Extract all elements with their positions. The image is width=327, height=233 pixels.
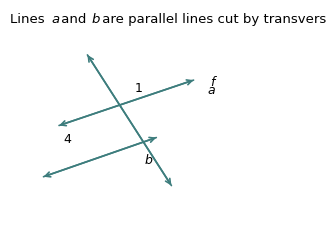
Text: Lines: Lines bbox=[10, 13, 49, 26]
Text: f: f bbox=[210, 76, 215, 89]
Text: a: a bbox=[51, 13, 59, 26]
Text: are parallel lines cut by transversal: are parallel lines cut by transversal bbox=[98, 13, 327, 26]
Text: 4: 4 bbox=[63, 133, 71, 146]
Text: 1: 1 bbox=[135, 82, 143, 95]
Text: b: b bbox=[145, 154, 153, 167]
Text: b: b bbox=[92, 13, 100, 26]
Text: and: and bbox=[57, 13, 91, 26]
Text: a: a bbox=[207, 84, 215, 97]
